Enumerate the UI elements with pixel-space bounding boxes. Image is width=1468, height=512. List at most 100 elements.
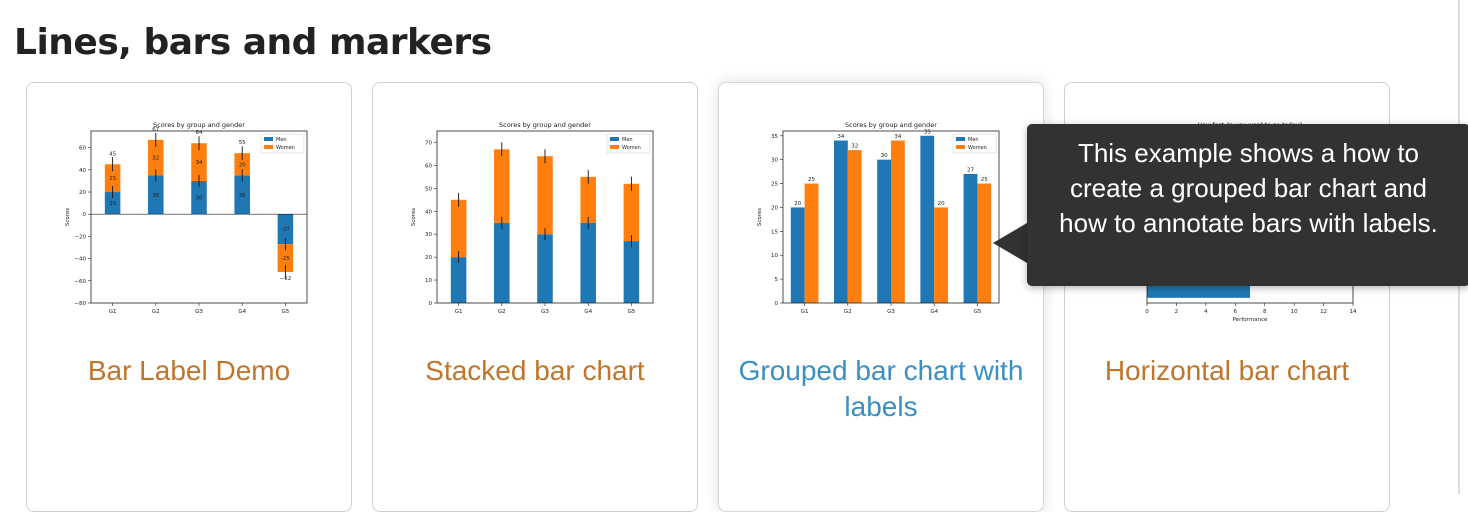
y-tick-label: 20 (425, 255, 432, 261)
x-tick-label: G4 (238, 309, 246, 315)
bar-value-label: 25 (981, 177, 988, 183)
card-link-stacked-bar-chart[interactable]: Stacked bar chart (425, 355, 645, 386)
x-tick-label: G2 (498, 309, 506, 315)
bar-women (494, 149, 510, 223)
thumbnail-bar-label-demo: Scores by group and gender Scores −80 −60 −4… (65, 121, 308, 315)
segment-label-women: 34 (196, 160, 203, 166)
bar-men (104, 192, 121, 215)
x-tick-label: G3 (887, 309, 895, 315)
x-tick-label: 12 (1320, 309, 1327, 315)
y-tick-label: −80 (74, 301, 86, 307)
plot-frame (782, 130, 1000, 304)
x-tick-label: G5 (628, 309, 636, 315)
segment-label-men: 35 (239, 193, 246, 199)
legend-swatch (610, 145, 619, 149)
legend-label: Women (276, 145, 295, 151)
segment-label-women: -25 (281, 256, 290, 262)
bar-women (191, 143, 207, 181)
y-tick-label: 0 (775, 301, 779, 307)
x-tick-label: 4 (1204, 309, 1208, 315)
plot-frame (90, 130, 308, 304)
bar-women (104, 164, 121, 193)
card-link-horizontal-bar-chart[interactable]: Horizontal bar chart (1104, 355, 1350, 386)
bar-value-label: 20 (794, 201, 801, 207)
segment-label-men: 20 (109, 201, 116, 207)
segment-label-women: 25 (109, 176, 116, 182)
bar-men (494, 222, 510, 303)
y-tick-label: 40 (425, 209, 432, 215)
y-tick-label: 30 (771, 158, 778, 164)
y-tick-label: 60 (425, 163, 432, 169)
bar (963, 174, 978, 303)
bar (877, 159, 891, 303)
y-tick-label: 70 (425, 140, 432, 146)
x-tick-label: G3 (195, 309, 203, 315)
legend-swatch (264, 145, 273, 149)
bar (847, 150, 862, 303)
legend-swatch (264, 137, 273, 141)
segment-label-men: -27 (281, 227, 290, 233)
y-axis-label: Scores (65, 208, 71, 226)
bar-value-label: 25 (808, 177, 815, 183)
total-label: 67 (152, 127, 159, 133)
y-axis-label: Scores (757, 208, 763, 226)
x-tick-label: G1 (109, 309, 117, 315)
y-tick-label: 5 (775, 277, 779, 283)
bar-women (277, 244, 294, 272)
y-tick-label: 0 (429, 301, 433, 307)
bar-value-label: 34 (837, 134, 844, 140)
bar-women (537, 156, 553, 235)
section-title: Lines, bars and markers (14, 22, 492, 63)
bar (833, 140, 848, 303)
bar-men (580, 222, 596, 303)
card-link-grouped-bar-chart[interactable]: Grouped bar chart with labels (738, 355, 1024, 422)
legend-label: Men (968, 137, 979, 143)
y-tick-label: 25 (771, 182, 778, 188)
bar (804, 183, 819, 303)
x-tick-label: 10 (1291, 309, 1298, 315)
y-tick-label: 20 (79, 190, 86, 196)
total-label: 55 (239, 140, 246, 146)
gallery-card-bar-label-demo[interactable]: Scores by group and gender Scores −80 −60 −4… (26, 82, 352, 512)
y-tick-label: 30 (425, 232, 432, 238)
y-tick-label: 0 (83, 212, 87, 218)
x-tick-label: 8 (1263, 309, 1267, 315)
bar-value-label: 32 (851, 144, 858, 150)
legend-swatch (956, 137, 965, 141)
x-tick-label: G1 (455, 309, 463, 315)
bar-value-label: 34 (894, 134, 901, 140)
y-tick-label: −20 (74, 234, 86, 240)
bar-men (277, 214, 294, 245)
x-tick-label: 6 (1234, 309, 1238, 315)
bar-value-label: 30 (881, 153, 888, 159)
y-axis-label: Scores (411, 208, 417, 226)
tooltip: This example shows a how to create a gro… (1027, 124, 1468, 286)
x-tick-label: 2 (1175, 309, 1179, 315)
y-tick-label: 40 (79, 168, 86, 174)
y-tick-label: 35 (771, 134, 778, 140)
card-link-bar-label-demo[interactable]: Bar Label Demo (87, 355, 291, 386)
x-tick-label: G3 (541, 309, 549, 315)
total-label: 45 (109, 151, 116, 157)
chart-title: Scores by group and gender (499, 121, 591, 129)
bar (790, 207, 805, 303)
bar-value-label: 27 (967, 168, 974, 174)
x-tick-label: G2 (152, 309, 160, 315)
gallery-card-grouped-bar-chart[interactable]: Scores by group and gender Scores 0 5 10 15 20… (718, 82, 1044, 512)
bar-women (148, 139, 164, 176)
y-tick-label: 10 (771, 253, 778, 259)
segment-label-women: 20 (239, 162, 246, 168)
thumbnail-grouped-bar-chart: Scores by group and gender Scores 0 5 10 15 20… (757, 121, 1000, 315)
gallery-card-stacked-bar-chart[interactable]: Scores by group and gender Scores 0 10 20 30 4… (372, 82, 698, 512)
bar-men (537, 234, 553, 303)
legend-label: Women (622, 145, 641, 151)
bar (934, 207, 949, 303)
x-tick-label: G5 (974, 309, 982, 315)
bar-men (148, 175, 164, 215)
segment-label-men: 30 (196, 196, 203, 202)
bar-women (234, 153, 250, 176)
legend-swatch (956, 145, 965, 149)
plot-frame (436, 130, 654, 304)
x-tick-label: 14 (1350, 309, 1357, 315)
y-tick-label: 60 (79, 146, 86, 152)
